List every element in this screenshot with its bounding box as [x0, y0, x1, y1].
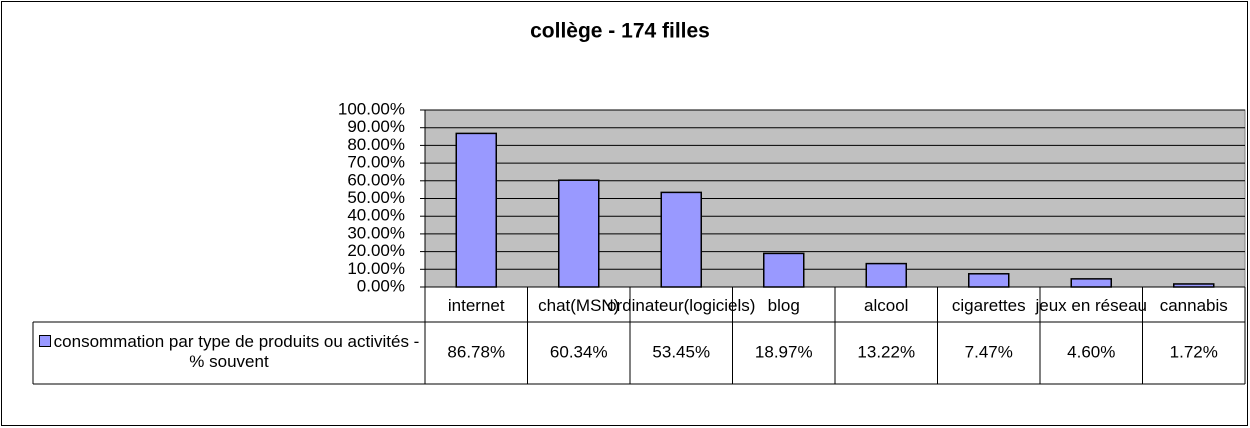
legend-swatch	[38, 335, 51, 347]
x-tick-label: cannabis	[1160, 296, 1228, 315]
y-tick-label: 60.00%	[347, 170, 405, 189]
y-tick-label: 10.00%	[347, 259, 405, 278]
legend-label: consommation par type de produits ou act…	[53, 332, 420, 371]
x-tick-label: blog	[768, 296, 800, 315]
value-label: 13.22%	[857, 342, 915, 361]
y-tick-label: 80.00%	[347, 135, 405, 154]
value-label: 18.97%	[755, 342, 813, 361]
x-tick-label: chat(MSN)	[538, 296, 619, 315]
bar	[865, 262, 907, 288]
y-tick-label: 20.00%	[347, 241, 405, 260]
legend-entry: consommation par type de produits ou act…	[35, 332, 423, 372]
x-tick-label: jeux en réseau	[1034, 296, 1147, 315]
bar	[1173, 283, 1215, 288]
bar	[763, 252, 805, 288]
bar	[660, 191, 702, 288]
legend: consommation par type de produits ou act…	[35, 332, 423, 372]
value-label: 60.34%	[550, 342, 608, 361]
bar	[968, 273, 1010, 288]
y-tick-label: 30.00%	[347, 223, 405, 242]
y-tick-label: 100.00%	[338, 99, 405, 118]
y-tick-label: 50.00%	[347, 188, 405, 207]
bar	[455, 132, 497, 288]
y-tick-label: 0.00%	[357, 276, 405, 295]
x-tick-label: alcool	[864, 296, 908, 315]
value-label: 86.78%	[447, 342, 505, 361]
y-tick-label: 90.00%	[347, 117, 405, 136]
value-label: 7.47%	[965, 342, 1013, 361]
chart-title: collège - 174 filles	[530, 20, 710, 43]
value-label: 1.72%	[1170, 342, 1218, 361]
y-tick-label: 70.00%	[347, 153, 405, 172]
x-tick-label: internet	[448, 296, 505, 315]
x-tick-label: cigarettes	[952, 296, 1026, 315]
bar	[558, 179, 600, 288]
value-label: 53.45%	[652, 342, 710, 361]
bar	[1070, 278, 1112, 288]
x-tick-label: ordinateur(logiciels)	[607, 296, 755, 315]
y-tick-label: 40.00%	[347, 206, 405, 225]
value-label: 4.60%	[1067, 342, 1115, 361]
